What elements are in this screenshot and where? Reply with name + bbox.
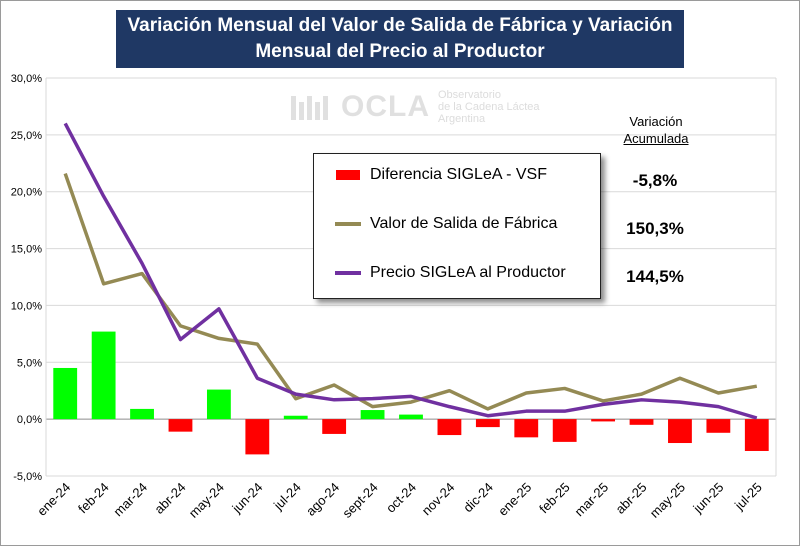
bar-diff [283, 415, 308, 420]
legend-item-price: Precio SIGLeA al Productor [314, 264, 566, 282]
x-tick-label: sept-24 [339, 480, 380, 521]
accumulated-header: Variación Acumulada [601, 113, 711, 147]
bar-diff [629, 419, 654, 425]
watermark-line2: de la Cadena Láctea [438, 101, 540, 113]
x-tick-label: may-25 [647, 480, 688, 521]
x-tick-label: abr-25 [612, 480, 649, 517]
y-tick-label: 5,0% [17, 357, 42, 369]
legend: Diferencia SIGLeA - VSF Valor de Salida … [313, 153, 601, 299]
legend-swatch-vsf [335, 222, 361, 226]
legend-item-vsf: Valor de Salida de Fábrica [314, 215, 557, 233]
bar-diff [245, 419, 270, 455]
x-tick-label: nov-24 [419, 480, 458, 519]
y-tick-label: 0,0% [17, 414, 42, 426]
bar-diff [206, 389, 231, 420]
ocla-watermark: OCLA Observatorio de la Cadena Láctea Ar… [289, 87, 540, 127]
chart-title-line2: Mensual del Precio al Productor [255, 41, 545, 62]
x-tick-label: ene-25 [495, 480, 534, 519]
accumulated-vsf-value: 150,3% [626, 219, 684, 238]
bar-diff [437, 419, 462, 436]
y-tick-label: 25,0% [11, 130, 42, 142]
bar-diff [168, 419, 193, 432]
line-price [63, 122, 758, 420]
y-tick-label: -5,0% [13, 471, 42, 483]
x-tick-label: dic-24 [460, 480, 496, 516]
legend-label-diff: Diferencia SIGLeA - VSF [370, 166, 547, 183]
y-tick-label: 10,0% [11, 300, 42, 312]
legend-label-price: Precio SIGLeA al Productor [370, 264, 566, 281]
accumulated-price-value: 144,5% [626, 267, 684, 286]
x-tick-label: mar-25 [571, 480, 611, 520]
x-tick-label: ene-24 [34, 480, 73, 519]
bar-diff [668, 419, 692, 444]
bar-diff [591, 419, 616, 422]
accumulated-diff-value: -5,8% [632, 171, 678, 190]
legend-label-vsf: Valor de Salida de Fábrica [370, 215, 558, 232]
x-tick-label: feb-24 [75, 480, 112, 517]
x-tick-label: jul-25 [731, 480, 765, 514]
bar-diff [322, 419, 347, 434]
x-tick-label: jun-24 [229, 480, 266, 517]
ocla-bars-icon [291, 96, 328, 120]
accumulated-header-line1: Variación [629, 114, 683, 129]
bar-diff [706, 419, 731, 433]
watermark-line3: Argentina [438, 113, 486, 125]
legend-swatch-diff [336, 170, 360, 180]
bar-layer [53, 331, 769, 455]
chart-title: Variación Mensual del Valor de Salida de… [116, 10, 684, 68]
line-layer [63, 122, 758, 420]
bar-diff [475, 419, 500, 428]
bar-diff [514, 419, 539, 438]
y-tick-label: 15,0% [11, 244, 42, 256]
bar-diff [130, 408, 154, 420]
bar-diff [360, 410, 385, 420]
legend-item-diff: Diferencia SIGLeA - VSF [314, 166, 547, 184]
accumulated-header-line2: Acumulada [623, 131, 689, 146]
chart-title-line1: Variación Mensual del Valor de Salida de… [127, 15, 673, 36]
x-tick-label: may-24 [186, 480, 227, 521]
bar-diff [552, 419, 577, 442]
x-tick-label: ago-24 [303, 480, 342, 519]
x-tick-label: jul-24 [270, 480, 304, 514]
watermark-text: Observatorio de la Cadena Láctea Argenti… [438, 89, 540, 125]
watermark-line1: Observatorio [438, 89, 501, 101]
x-tick-label: jun-25 [690, 480, 727, 517]
bar-diff [91, 331, 116, 420]
line-vsf [63, 172, 758, 411]
x-tick-label: oct-24 [383, 480, 419, 516]
x-tick-label: mar-24 [110, 480, 150, 520]
bar-diff [744, 419, 769, 451]
y-tick-label: 30,0% [11, 73, 42, 85]
y-tick-labels: -5,0% 0,0% 5,0% 10,0% 15,0% 20,0% 25,0% 30,0% [11, 73, 42, 483]
bar-diff [399, 414, 423, 420]
x-tick-label: abr-24 [151, 480, 188, 517]
x-tick-label: feb-25 [536, 480, 573, 517]
watermark-logo: OCLA [341, 90, 430, 123]
legend-swatch-price [335, 271, 361, 275]
bar-diff [53, 367, 78, 420]
y-tick-label: 20,0% [11, 187, 42, 199]
